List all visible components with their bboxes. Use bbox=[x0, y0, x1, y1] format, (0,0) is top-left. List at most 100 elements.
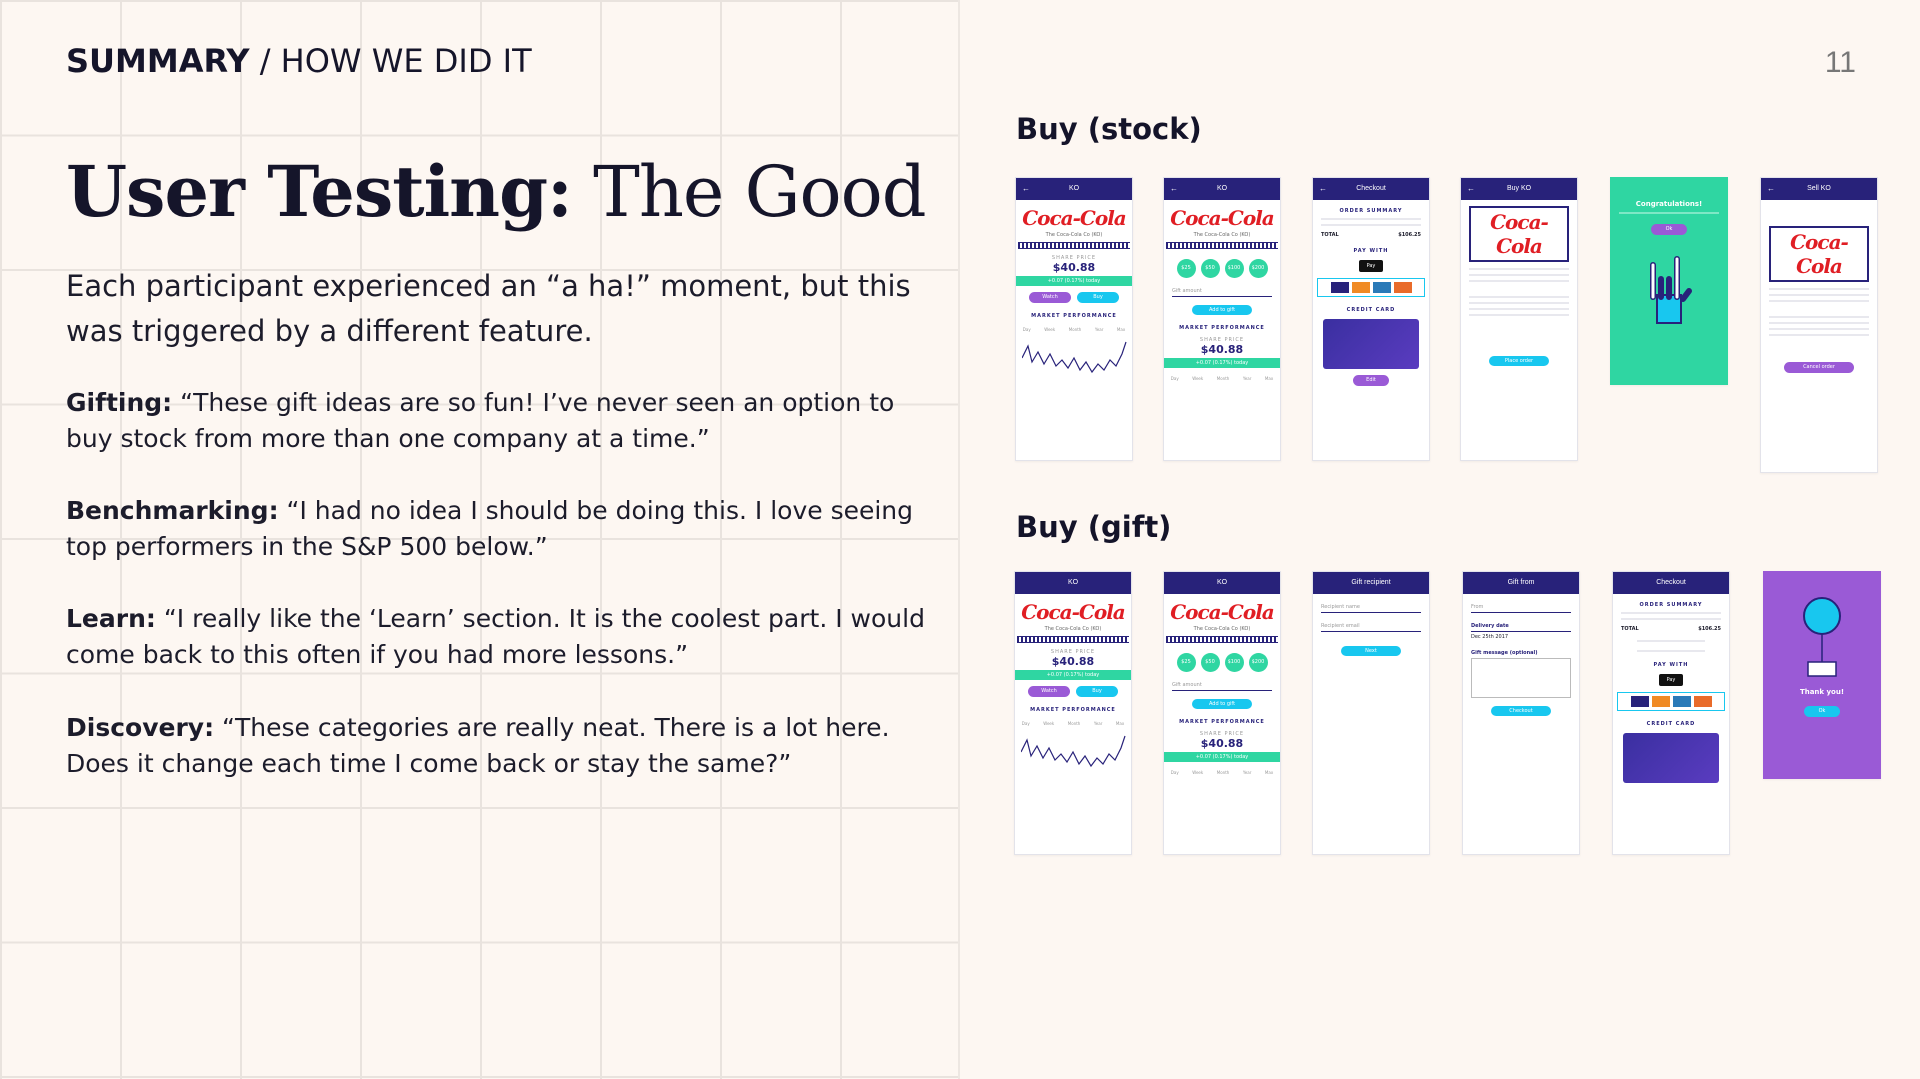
company-name: The Coca-Cola Co (KO) bbox=[1045, 232, 1103, 238]
ok-button: Ok bbox=[1804, 706, 1840, 717]
market-performance-label: MARKET PERFORMANCE bbox=[1030, 707, 1116, 713]
screen-gift-recipient: Gift recipient Recipient name Recipient … bbox=[1312, 571, 1430, 855]
divider bbox=[1769, 294, 1869, 296]
quote-label: Learn: bbox=[66, 604, 156, 633]
screen-gift-detail: KO Coca-Cola The Coca-Cola Co (KO) SHARE… bbox=[1014, 571, 1132, 855]
screen-gift-thankyou: STOCK Thank you! Ok bbox=[1763, 571, 1881, 779]
range-tabs: Day Week Month Year Max bbox=[1022, 327, 1126, 332]
coca-cola-logo: Coca-Cola bbox=[1170, 206, 1275, 230]
stock-certificate: Coca-Cola bbox=[1769, 226, 1869, 282]
quote-text: “I really like the ‘Learn’ section. It i… bbox=[66, 604, 925, 669]
credit-card-image bbox=[1623, 733, 1719, 783]
gift-message-label: Gift message (optional) bbox=[1471, 650, 1538, 656]
ok-button: Ok bbox=[1651, 224, 1687, 235]
screen-gift-checkout: Checkout ORDER SUMMARY TOTAL $106.25 PAY … bbox=[1612, 571, 1730, 855]
quote-text: “These categories are really neat. There… bbox=[66, 713, 890, 778]
left-panel bbox=[0, 0, 960, 1079]
thank-you-heading: Thank you! bbox=[1799, 688, 1845, 696]
company-name: The Coca-Cola Co (KO) bbox=[1193, 232, 1251, 238]
price-value: $40.88 bbox=[1051, 655, 1095, 668]
divider bbox=[1469, 302, 1569, 304]
screen-header: ← Sell KO bbox=[1761, 178, 1877, 200]
page-title-regular: The Good bbox=[593, 151, 926, 233]
screen-header: Gift from bbox=[1463, 572, 1579, 594]
credit-card-label: CREDIT CARD bbox=[1346, 307, 1396, 313]
divider bbox=[1469, 274, 1569, 276]
change-bar: +0.07 (0.17%) today bbox=[1016, 276, 1132, 286]
page-title: User Testing: The Good bbox=[66, 150, 927, 233]
checkout-button: Checkout bbox=[1491, 706, 1551, 716]
add-to-gift-button: Add to gift bbox=[1192, 305, 1252, 315]
share-price-label: SHARE PRICE bbox=[1199, 731, 1245, 737]
divider bbox=[1469, 308, 1569, 310]
amount-options: $25 $50 $100 $200 bbox=[1164, 653, 1280, 672]
total-row: TOTAL $106.25 bbox=[1321, 232, 1421, 238]
screen-stock-confirm: ← Buy KO Coca-Cola Place order bbox=[1460, 177, 1578, 461]
order-summary-label: ORDER SUMMARY bbox=[1339, 208, 1403, 214]
screen-header: Gift recipient bbox=[1313, 572, 1429, 594]
screen-header: Checkout bbox=[1613, 572, 1729, 594]
stock-tag: STOCK bbox=[1812, 668, 1832, 674]
divider bbox=[1469, 314, 1569, 316]
section-title-gift: Buy (gift) bbox=[1016, 510, 1172, 544]
breadcrumb-separator: / bbox=[259, 42, 271, 80]
next-button: Next bbox=[1341, 646, 1401, 656]
divider bbox=[1769, 300, 1869, 302]
page-title-bold: User Testing: bbox=[66, 150, 573, 233]
divider bbox=[1769, 322, 1869, 324]
intro-text: Each participant experienced an “a ha!” … bbox=[66, 269, 911, 348]
recipient-email-field: Recipient email bbox=[1321, 623, 1421, 632]
screen-stock-amount: ← KO Coca-Cola The Coca-Cola Co (KO) $25 $… bbox=[1163, 177, 1281, 461]
add-to-gift-button: Add to gift bbox=[1192, 699, 1252, 709]
back-arrow-icon: ← bbox=[1319, 184, 1327, 193]
buy-button: Buy bbox=[1076, 686, 1118, 697]
apple-pay-icon: Pay bbox=[1659, 674, 1683, 686]
card-options bbox=[1617, 692, 1725, 711]
page-number: 11 bbox=[1824, 46, 1856, 79]
edit-button: Edit bbox=[1353, 375, 1389, 386]
divider bbox=[1469, 296, 1569, 298]
quote-learn: Learn: “I really like the ‘Learn’ sectio… bbox=[66, 601, 926, 673]
quote-gifting: Gifting: “These gift ideas are so fun! I… bbox=[66, 385, 926, 457]
gift-amount-field: Gift amount bbox=[1172, 682, 1272, 691]
screen-header: ← KO bbox=[1164, 178, 1280, 200]
rock-hand-icon bbox=[1650, 256, 1692, 324]
screen-stock-detail: ← KO Coca-Cola The Coca-Cola Co (KO) SHAR… bbox=[1015, 177, 1133, 461]
market-performance-label: MARKET PERFORMANCE bbox=[1031, 313, 1117, 319]
divider bbox=[1621, 612, 1721, 614]
quote-benchmarking: Benchmarking: “I had no idea I should be… bbox=[66, 493, 926, 565]
share-price-label: SHARE PRICE bbox=[1199, 337, 1245, 343]
screen-stock-checkout: ← Checkout ORDER SUMMARY TOTAL $106.25 PAY… bbox=[1312, 177, 1430, 461]
total-row: TOTAL $106.25 bbox=[1621, 626, 1721, 632]
stock-line-chart bbox=[1020, 735, 1126, 768]
pay-with-label: PAY WITH bbox=[1353, 248, 1389, 254]
price-value: $40.88 bbox=[1200, 343, 1244, 356]
breadcrumb-section: SUMMARY bbox=[66, 42, 250, 80]
quote-text: “These gift ideas are so fun! I’ve never… bbox=[66, 388, 895, 453]
change-bar: +0.07 (0.17%) today bbox=[1164, 752, 1280, 762]
recipient-name-field: Recipient name bbox=[1321, 604, 1421, 613]
range-tabs: Day Week Month Year Max bbox=[1170, 376, 1274, 381]
stripe-divider bbox=[1166, 242, 1278, 249]
divider bbox=[1769, 316, 1869, 318]
divider bbox=[1321, 224, 1421, 226]
coca-cola-logo: Coca-Cola bbox=[1022, 206, 1127, 230]
screen-header: ← Checkout bbox=[1313, 178, 1429, 200]
screen-gift-amount: KO Coca-Cola The Coca-Cola Co (KO) $25 $5… bbox=[1163, 571, 1281, 855]
watch-button: Watch bbox=[1029, 292, 1071, 303]
screen-stock-congrats: Congratulations! Ok bbox=[1610, 177, 1728, 385]
quote-label: Benchmarking: bbox=[66, 496, 279, 525]
price-value: $40.88 bbox=[1052, 261, 1096, 274]
quote-text: “I had no idea I should be doing this. I… bbox=[66, 496, 914, 561]
back-arrow-icon: ← bbox=[1467, 184, 1475, 193]
credit-card-label: CREDIT CARD bbox=[1646, 721, 1696, 727]
stripe-divider bbox=[1018, 242, 1130, 249]
range-tabs: Day Week Month Year Max bbox=[1170, 770, 1274, 775]
amount-options: $25 $50 $100 $200 bbox=[1164, 259, 1280, 278]
delivery-date-label: Delivery date bbox=[1471, 623, 1571, 632]
divider bbox=[1469, 280, 1569, 282]
divider bbox=[1321, 218, 1421, 220]
company-name: The Coca-Cola Co (KO) bbox=[1193, 626, 1251, 632]
balloon-icon bbox=[1803, 597, 1841, 677]
buy-button: Buy bbox=[1077, 292, 1119, 303]
